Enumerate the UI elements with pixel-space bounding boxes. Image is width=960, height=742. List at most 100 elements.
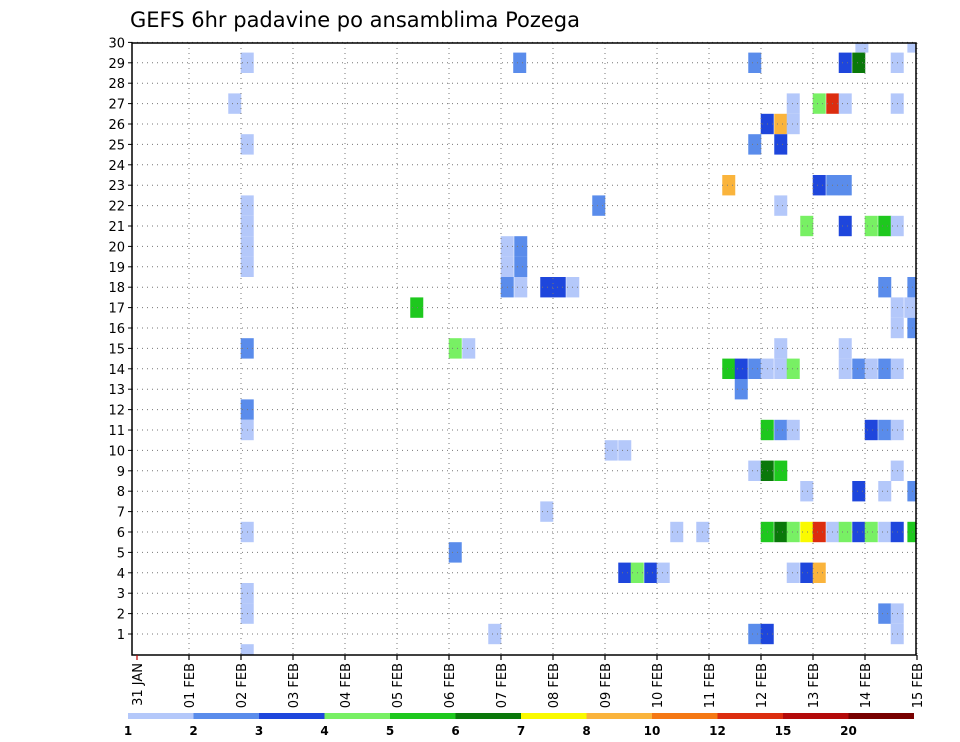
precip-cell [540,277,554,298]
chart-title: GEFS 6hr padavine po ansamblima Pozega [130,8,580,32]
precip-cell [800,215,814,237]
precip-cell [786,358,800,379]
x-tick-label: 01 FEB [183,663,198,708]
colorbar-swatch [390,713,456,719]
x-tick-label: 11 FEB [703,663,718,708]
y-tick-label: 23 [108,179,125,194]
x-tick-label: 02 FEB [235,663,250,708]
precip-cell [513,52,527,73]
colorbar-swatch [193,713,259,719]
precip-cell [800,481,814,502]
y-tick-label: 30 [108,36,125,51]
precip-cell [514,236,528,257]
y-tick-label: 14 [108,363,125,378]
x-tick-label: 31 JAN [131,663,146,706]
precip-cell [907,43,916,53]
colorbar-swatch [455,713,521,719]
precip-cell [855,43,869,53]
precip-cell [748,134,762,155]
precip-cell [878,358,892,379]
x-tick-label: 13 FEB [807,663,822,708]
y-tick-label: 13 [108,383,125,398]
precip-cell [812,175,826,196]
precip-cell [838,93,852,114]
precip-cell [852,358,866,379]
precip-cell [722,175,736,196]
y-tick-label: 11 [108,424,125,439]
y-tick-label: 16 [108,322,125,337]
precip-cell [838,358,852,379]
y-tick-label: 19 [108,261,125,276]
precip-cell [748,358,762,379]
colorbar-label: 1 [124,724,132,738]
precip-cell [878,521,892,543]
precip-cell [878,481,892,502]
precip-cell [838,215,852,237]
precip-cell [592,195,606,216]
precip-cell [852,52,866,73]
precip-cell [838,175,852,196]
precip-cell [552,277,566,298]
y-tick-label: 26 [108,118,125,133]
precip-cell [514,256,528,277]
precip-cell [774,358,788,379]
x-tick-label: 08 FEB [547,663,562,708]
precip-cell [774,195,788,216]
colorbar-swatch [586,713,652,719]
precip-cell [748,623,762,645]
colorbar-swatch [128,713,194,719]
precip-cell [800,521,814,543]
x-tick-label: 09 FEB [599,663,614,708]
precip-cell [748,460,762,481]
colorbar-label: 3 [255,724,263,738]
colorbar-label: 20 [840,724,857,738]
y-tick-label: 24 [108,159,125,174]
plot-frame [131,42,917,656]
precip-cell [812,521,826,543]
precip-cell [812,93,826,114]
precip-cell [907,521,916,543]
precip-cell [670,521,684,543]
y-tick-label: 17 [108,302,125,317]
precip-cell [800,562,814,583]
x-tick-label: 05 FEB [391,663,406,708]
y-tick-label: 28 [108,77,125,92]
precip-cell [786,93,800,114]
precip-cell [448,542,462,563]
precip-cell [462,338,476,359]
colorbar-label: 8 [582,724,590,738]
y-tick-label: 5 [117,546,125,561]
precip-cell [786,113,800,135]
precip-cell [540,501,554,522]
x-tick-label: 14 FEB [859,663,874,708]
colorbar-label: 12 [709,724,726,738]
precip-cell [748,52,762,73]
y-tick-label: 18 [108,281,125,296]
y-tick-label: 21 [108,220,125,235]
precip-cell [904,297,916,318]
colorbar-label: 2 [189,724,197,738]
colorbar-swatch [848,713,914,719]
precip-cell [656,562,670,583]
colorbar-label: 10 [644,724,661,738]
y-tick-label: 20 [108,240,125,255]
precip-cell [774,460,788,481]
precip-cell [774,338,788,359]
precip-cell [864,215,878,237]
colorbar-swatch [652,713,718,719]
precip-cell [907,277,916,298]
colorbar-label: 4 [320,724,328,738]
colorbar-label: 6 [451,724,459,738]
y-tick-label: 27 [108,98,125,113]
precip-cell [838,521,852,543]
x-tick-label: 15 FEB [911,663,926,708]
precip-cell [240,644,254,655]
precip-cell [722,358,736,379]
precip-cell [907,481,916,502]
y-tick-label: 29 [108,57,125,72]
precip-cell [228,93,242,114]
y-tick-label: 2 [117,608,125,623]
precip-cell [812,562,826,583]
precip-cell [448,338,462,359]
